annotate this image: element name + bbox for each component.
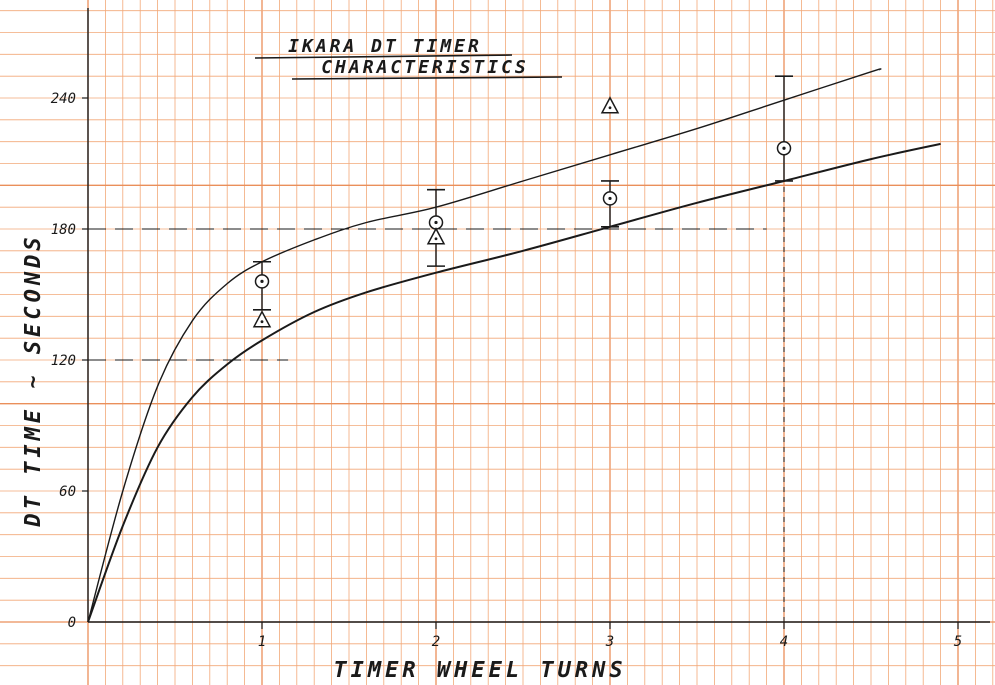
axes [82, 8, 990, 629]
triangle-point [426, 227, 446, 245]
triangle-point-dot [608, 106, 612, 110]
y-tick-label: 60 [59, 484, 76, 500]
title-underline-2 [291, 76, 563, 80]
triangle-point [252, 310, 272, 328]
y-tick-label: 240 [51, 91, 76, 107]
markers [252, 75, 793, 328]
series-line-2 [87, 142, 941, 623]
title-underline-1 [254, 54, 513, 59]
x-tick-label: 1 [258, 634, 266, 650]
tick-labels: 1 2 3 4 5 0 60 120 180 240 [51, 91, 963, 650]
triangle-point-dot [434, 237, 438, 241]
title-line-2: CHARACTERISTICS [321, 57, 529, 78]
x-tick-label: 4 [780, 634, 788, 650]
circle-point-dot [608, 196, 612, 201]
circle-point-dot [782, 146, 786, 150]
triangle-point [600, 96, 620, 114]
circle-point-dot [260, 279, 264, 283]
x-tick-label: 3 [605, 634, 614, 650]
title-line-1: IKARA DT TIMER [288, 36, 482, 57]
curves [87, 68, 941, 623]
y-axis-label: DT TIME ~ SECONDS [21, 233, 46, 527]
reference-lines [88, 180, 785, 622]
y-tick-label: 120 [51, 353, 76, 369]
triangle-point-dot [260, 320, 264, 324]
circle-point-dot [434, 220, 438, 225]
y-tick-label: 180 [51, 222, 76, 238]
x-axis-label: TIMER WHEEL TURNS [333, 658, 626, 683]
chart-title: IKARA DT TIMER CHARACTERISTICS [254, 36, 563, 80]
series-line-1 [87, 68, 882, 623]
y-tick-label: 0 [68, 615, 76, 631]
x-tick-label: 2 [432, 634, 440, 650]
x-tick-label: 5 [954, 634, 962, 650]
